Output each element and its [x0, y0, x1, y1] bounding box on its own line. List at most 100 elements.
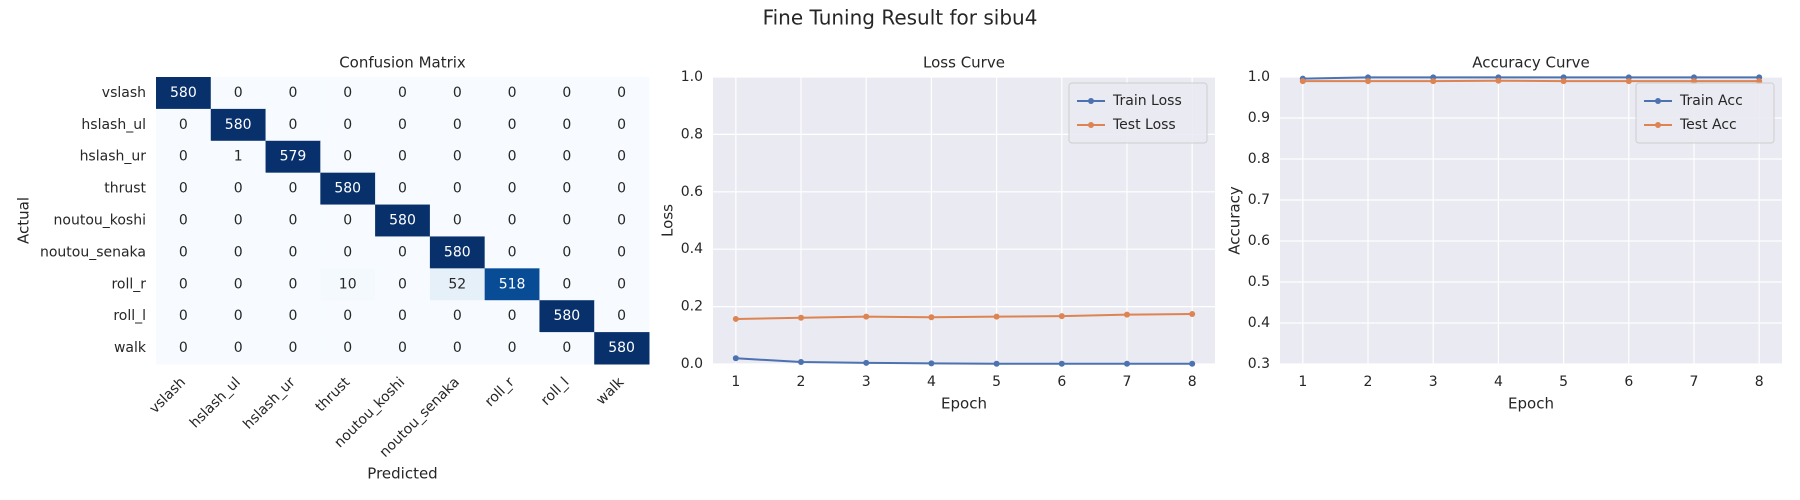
x-tick-label: roll_r [482, 374, 518, 410]
cell-label: 0 [179, 276, 188, 292]
data-point [798, 358, 805, 365]
heatmap-cell [265, 108, 321, 142]
cell-label: 0 [617, 308, 626, 324]
cell-label: 0 [398, 244, 407, 260]
heatmap-cell [539, 140, 595, 174]
cell-label: 580 [444, 244, 471, 260]
data-point [1625, 78, 1632, 85]
heatmap-cell [375, 77, 431, 110]
heatmap-cell [539, 204, 595, 237]
heatmap-cell [539, 77, 595, 110]
data-point [1058, 360, 1065, 367]
y-tick-label: noutou_senaka [40, 244, 146, 260]
heatmap-cell [156, 172, 212, 206]
heatmap-cell [375, 108, 431, 142]
cell-label: 0 [343, 85, 352, 101]
cell-label: 0 [288, 181, 297, 197]
heatmap-cell [265, 268, 321, 301]
x-tick-label: 4 [927, 374, 936, 390]
data-point [1299, 78, 1306, 85]
cell-label: 518 [499, 276, 526, 292]
legend-marker [1655, 98, 1661, 104]
cell-label: 0 [398, 85, 407, 101]
cell-label: 52 [448, 276, 466, 292]
x-tick-label: walk [593, 374, 628, 409]
cell-label: 0 [562, 181, 571, 197]
cell-label: 580 [170, 85, 197, 101]
heatmap-cell [320, 332, 376, 365]
cell-label: 0 [288, 276, 297, 292]
cell-label: 0 [562, 276, 571, 292]
cell-label: 0 [234, 340, 243, 356]
cell-label: 0 [343, 244, 352, 260]
cell-label: 0 [398, 308, 407, 324]
data-point [1123, 311, 1130, 318]
y-tick-label: vslash [102, 85, 146, 101]
heatmap-cell [484, 236, 540, 269]
cell-label: 0 [234, 308, 243, 324]
chart-title: Confusion Matrix [339, 54, 466, 72]
heatmap-cell [429, 332, 486, 365]
data-point [1560, 78, 1567, 85]
cell-label: 0 [617, 213, 626, 229]
data-point [928, 314, 935, 321]
heatmap-cell [539, 332, 595, 365]
heatmap-cell [539, 172, 595, 206]
x-tick-label: 1 [731, 374, 740, 390]
series-line [735, 357, 1193, 365]
heatmap-cell [594, 140, 650, 174]
heatmap-cell [156, 204, 212, 237]
heatmap-cell [265, 77, 321, 110]
cell-label: 0 [508, 213, 517, 229]
x-tick-label: 7 [1690, 374, 1699, 390]
y-tick-label: hslash_ul [81, 117, 146, 133]
cell-label: 0 [617, 276, 626, 292]
cell-label: 0 [179, 308, 188, 324]
x-tick-label: 1 [1298, 374, 1307, 390]
heatmap-cell [320, 204, 376, 237]
heatmap-cell [429, 204, 486, 237]
cell-label: 0 [234, 244, 243, 260]
data-point [928, 360, 935, 367]
x-tick-label: roll_l [538, 374, 572, 408]
cell-label: 0 [617, 149, 626, 165]
x-tick-label: thrust [313, 374, 354, 415]
data-point [1189, 311, 1196, 318]
x-tick-label: 2 [1364, 374, 1373, 390]
cell-label: 0 [508, 117, 517, 133]
cell-label: 580 [608, 340, 635, 356]
cell-label: 0 [288, 340, 297, 356]
cell-label: 0 [508, 149, 517, 165]
heatmap-cell [320, 300, 376, 333]
cell-label: 0 [562, 85, 571, 101]
cell-label: 0 [453, 308, 462, 324]
heatmap-cell [156, 300, 212, 333]
heatmap-cell [375, 204, 431, 237]
legend-label: Train Loss [1112, 93, 1182, 109]
x-axis-label: Predicted [367, 465, 437, 483]
legend-marker [1088, 122, 1094, 128]
y-tick-label: roll_l [113, 308, 146, 324]
series-line [735, 313, 1193, 320]
heatmap-cell [210, 204, 267, 237]
x-tick-label: 8 [1188, 374, 1197, 390]
y-tick-label: 0.6 [1248, 233, 1270, 249]
data-point [993, 313, 1000, 320]
heatmap-cell [156, 140, 212, 174]
x-tick-label: vslash [146, 374, 189, 417]
y-tick-label: thrust [104, 181, 146, 197]
heatmap-cell [429, 140, 486, 174]
cell-label: 0 [617, 117, 626, 133]
heatmap-cell [210, 77, 267, 110]
y-tick-label: 0.4 [681, 241, 703, 257]
heatmap-cell [484, 140, 540, 174]
y-axis-label: Actual [15, 197, 33, 244]
cell-label: 0 [343, 340, 352, 356]
cell-label: 0 [562, 213, 571, 229]
x-tick-label: 5 [992, 374, 1001, 390]
y-tick-label: 1.0 [1248, 69, 1270, 85]
heatmap-cell [375, 140, 431, 174]
cell-label: 0 [453, 340, 462, 356]
cell-label: 0 [288, 308, 297, 324]
data-point [863, 359, 870, 366]
